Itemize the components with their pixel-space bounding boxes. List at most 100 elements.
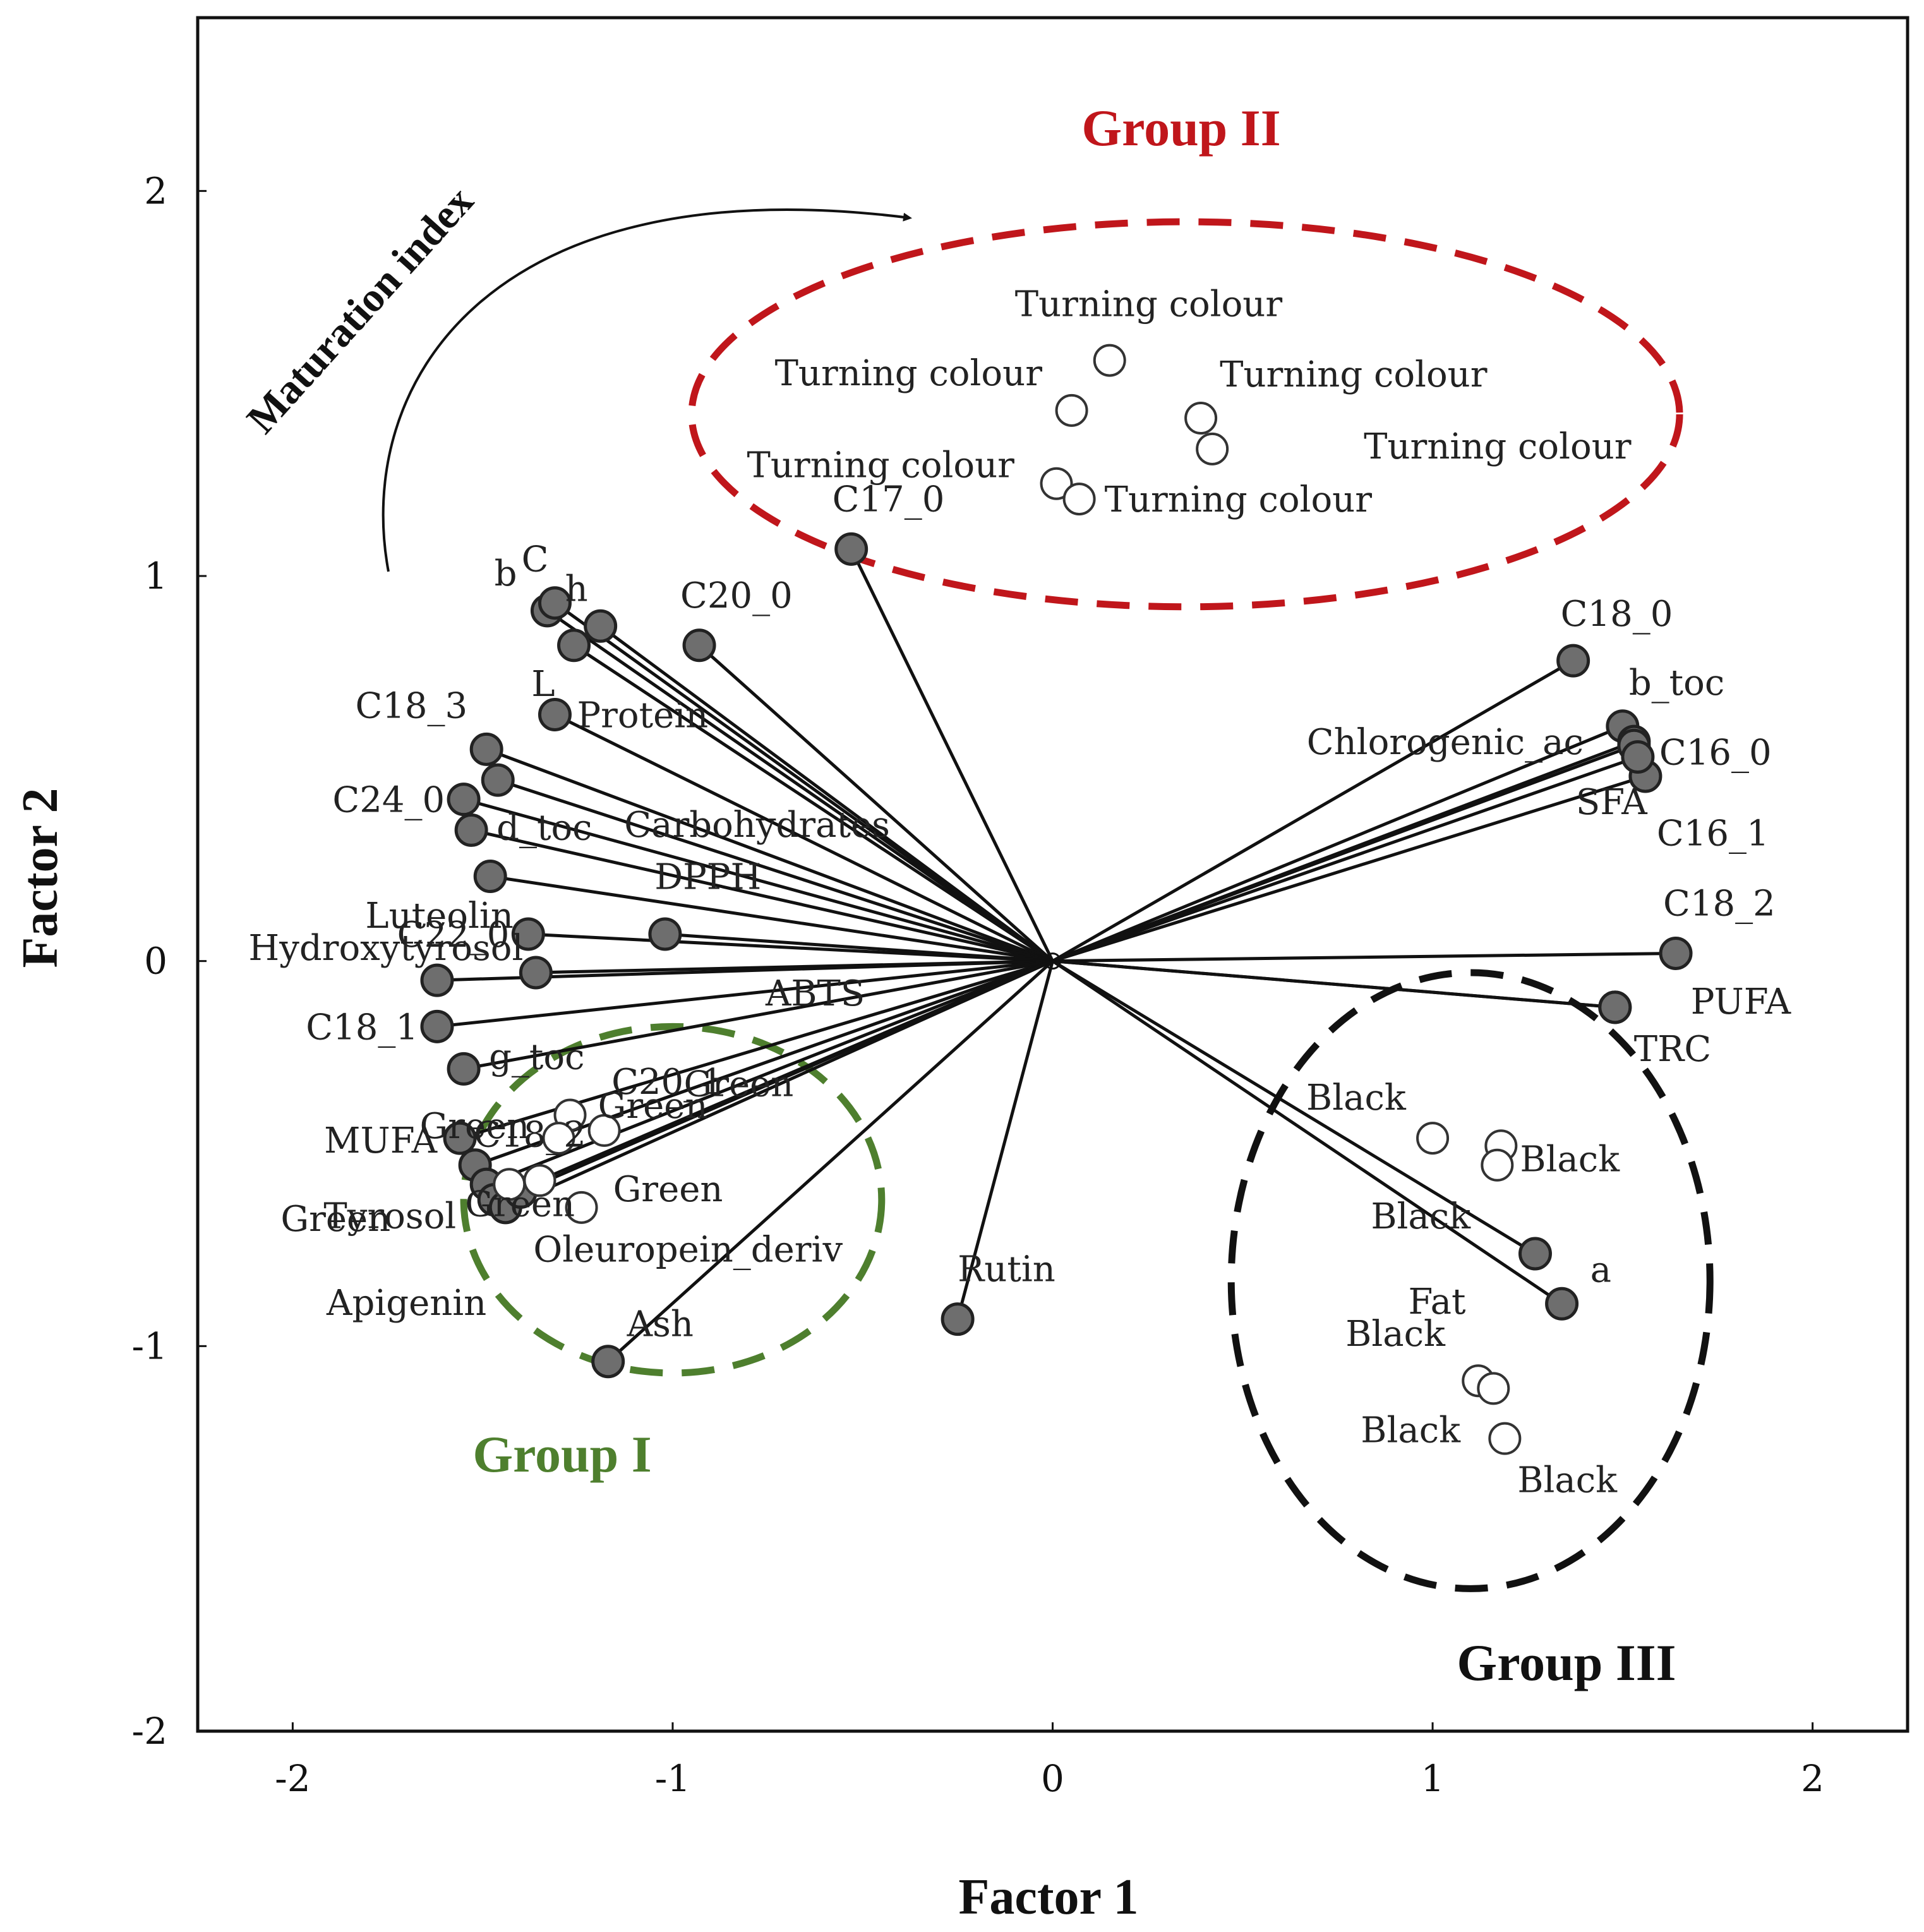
- loading-point: [1556, 644, 1590, 678]
- observation-points: [493, 344, 1522, 1455]
- y-tick-label: -2: [132, 1710, 168, 1753]
- loading-point: [511, 917, 545, 951]
- variable-label: Ash: [627, 1304, 694, 1345]
- variable-label: b_toc: [1629, 663, 1724, 704]
- loading-line: [956, 961, 1054, 1320]
- observation-point: [542, 1122, 575, 1155]
- x-tick-label: -2: [275, 1757, 311, 1800]
- loading-line: [554, 713, 1054, 963]
- loading-point: [443, 1121, 477, 1155]
- variable-label: C20_1: [611, 1062, 724, 1103]
- x-tick-label: 1: [1421, 1757, 1445, 1800]
- variable-label: C18_1: [306, 1007, 418, 1048]
- loading-line: [573, 644, 1054, 963]
- observation-label: Green: [465, 1184, 575, 1225]
- observation-label: Turning colour: [775, 353, 1043, 394]
- loading-point: [557, 628, 591, 663]
- loading-line: [1052, 724, 1623, 963]
- variable-label: Oleuropein_deriv: [533, 1229, 843, 1270]
- variable-label: Luteolin: [365, 896, 514, 937]
- observation-label: Black: [1520, 1139, 1620, 1180]
- observation-point: [565, 1191, 598, 1224]
- loading-point: [420, 1009, 454, 1043]
- maturation-index-arrow: [382, 208, 912, 572]
- loading-line: [463, 798, 1054, 963]
- variable-label: C18_2: [1663, 883, 1776, 924]
- group-ellipses: [460, 218, 1714, 1592]
- observation-point: [1477, 1372, 1510, 1405]
- variable-label: C22_0: [397, 915, 510, 956]
- group-label: Group I: [472, 1425, 651, 1483]
- observation-point: [1093, 344, 1126, 377]
- variable-label: L: [531, 664, 555, 705]
- loading-vectors: [436, 548, 1676, 1363]
- observation-label: Green: [613, 1169, 723, 1210]
- observation-label: Turning colour: [1015, 284, 1283, 325]
- y-tick-label: 1: [144, 555, 167, 597]
- x-axis-ticks: -2 -1 0 1 2: [275, 1722, 1824, 1800]
- variable-label: Rutin: [958, 1249, 1055, 1290]
- variable-label: C18_0: [1561, 594, 1673, 635]
- loading-point: [591, 1345, 625, 1379]
- variable-label: Carbohydrates: [624, 805, 890, 846]
- variable-label: C17_0: [833, 479, 945, 520]
- y-axis-ticks: -2 -1 0 1 2: [132, 169, 207, 1753]
- observation-label: Black: [1345, 1314, 1446, 1355]
- y-tick-label: 2: [144, 169, 167, 212]
- variable-label: C20_0: [680, 575, 793, 616]
- variable-label: Tyrosol: [323, 1196, 456, 1237]
- observation-label: Turning colour: [747, 445, 1015, 486]
- observation-point: [587, 1113, 621, 1147]
- observation-point: [1184, 402, 1218, 435]
- variable-label: b: [495, 553, 517, 594]
- y-tick-label: 0: [144, 940, 167, 983]
- loading-point: [481, 763, 515, 797]
- loading-point: [584, 609, 618, 643]
- observation-labels: Turning colour Turning colour Turning colo…: [280, 284, 1631, 1501]
- loading-point: [538, 697, 572, 731]
- observation-label: Black: [1361, 1410, 1461, 1451]
- observation-point: [1488, 1422, 1522, 1455]
- loading-line: [463, 959, 1053, 1071]
- loading-line: [486, 959, 1054, 1186]
- variable-label: ABTS: [765, 973, 865, 1014]
- loading-line: [1052, 755, 1638, 963]
- group-ellipse-group-i: [460, 1023, 886, 1377]
- variable-label: PUFA: [1691, 981, 1791, 1023]
- loading-line: [1052, 743, 1635, 963]
- loading-line: [607, 959, 1054, 1363]
- loading-line: [497, 778, 1054, 963]
- loading-line: [664, 932, 1053, 963]
- y-tick-label: -1: [132, 1324, 168, 1367]
- loading-point: [682, 628, 716, 663]
- loading-line: [520, 959, 1054, 1194]
- variable-label: a: [1590, 1249, 1611, 1290]
- loading-point: [519, 956, 553, 990]
- loading-line: [850, 548, 1054, 962]
- variable-label: Chlorogenic_ac: [1307, 722, 1584, 763]
- loading-line: [436, 959, 1053, 1028]
- observation-label: Black: [1517, 1460, 1618, 1501]
- loading-line: [1052, 951, 1676, 963]
- loading-line: [471, 828, 1054, 963]
- loading-line: [1052, 959, 1563, 1305]
- observation-label: Green: [684, 1064, 794, 1105]
- variable-label: DPPH: [654, 857, 761, 898]
- x-tick-label: 0: [1041, 1757, 1064, 1800]
- variable-labels: b Ch L C20_0 C17_0 Protein C18_3 Carbohydrates C…: [248, 479, 1791, 1345]
- observation-label: Turning colour: [1364, 426, 1632, 467]
- variable-label: C16_0: [1659, 732, 1772, 773]
- group-label: Group III: [1457, 1634, 1676, 1691]
- loading-point: [447, 783, 481, 817]
- loading-point: [420, 963, 454, 997]
- observation-label: Black: [1306, 1077, 1407, 1119]
- group-ellipse-group-ii: [688, 218, 1683, 611]
- loading-point: [834, 532, 869, 566]
- loading-line: [599, 625, 1054, 963]
- variable-label: C18_3: [355, 685, 467, 726]
- loading-point: [1545, 1287, 1579, 1321]
- loading-point: [1621, 740, 1655, 774]
- variable-label: Protein: [577, 695, 708, 736]
- observation-label: Green: [419, 1106, 529, 1147]
